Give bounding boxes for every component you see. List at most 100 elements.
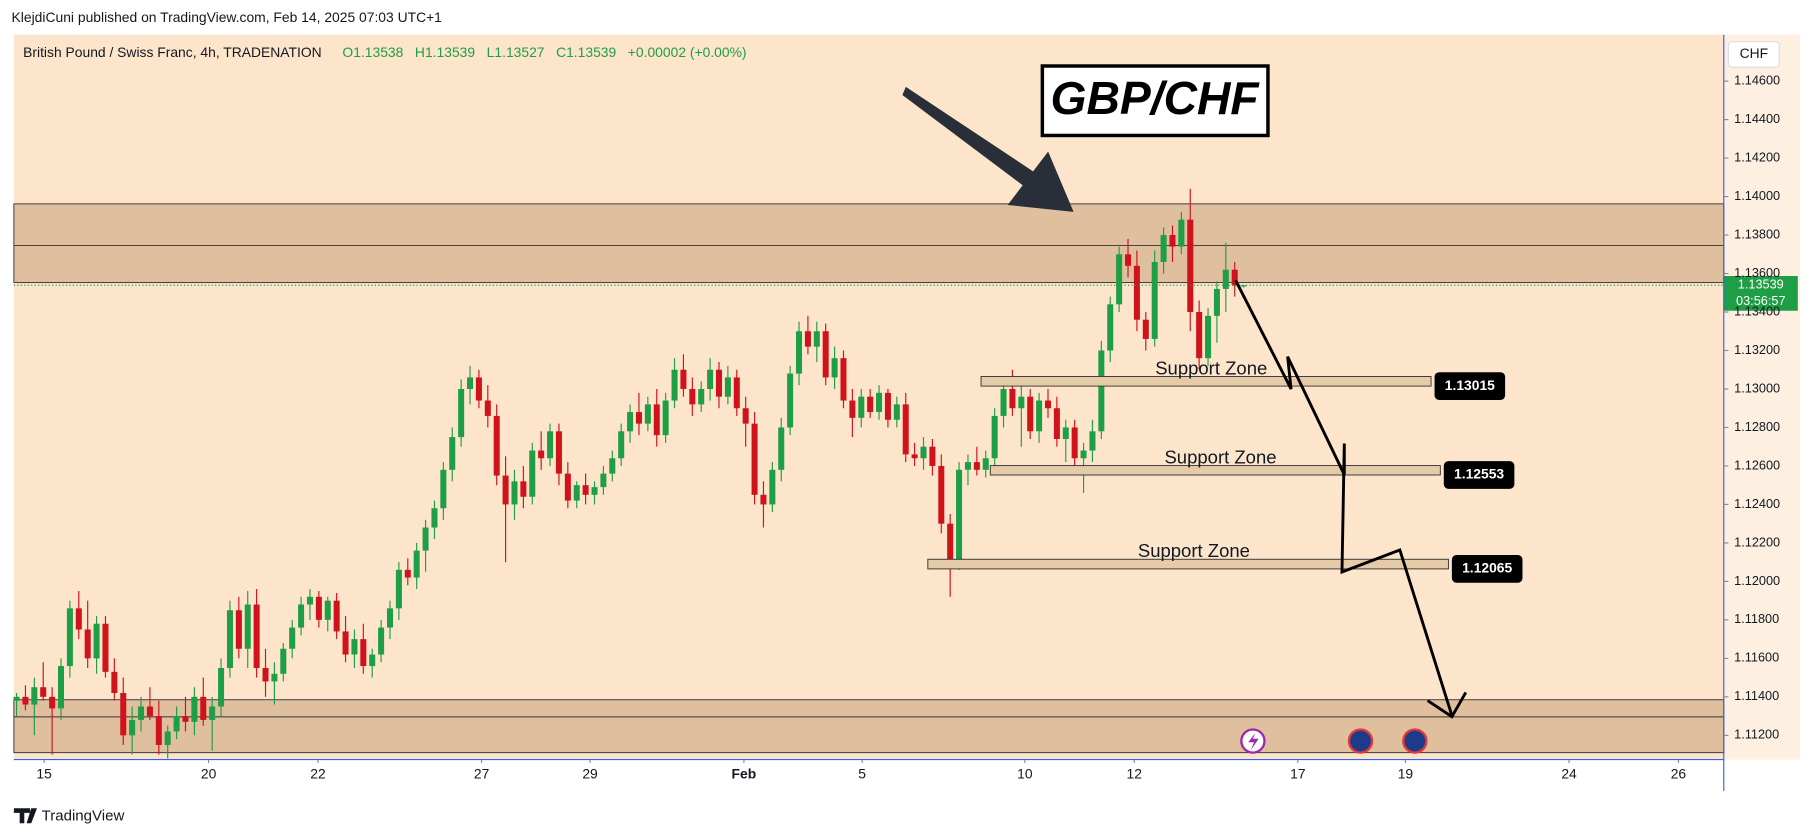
candle-body [1044, 400, 1051, 409]
candle-body [884, 392, 891, 420]
candle-body [653, 404, 660, 436]
y-tick-label: 1.11200 [1734, 727, 1779, 742]
y-tick-label: 1.11600 [1734, 650, 1779, 665]
candle-body [1187, 219, 1194, 313]
candle-body [173, 716, 180, 732]
candle-body [1151, 261, 1158, 339]
candle-body [600, 473, 607, 488]
brand-name: TradingView [42, 807, 125, 824]
overlay: Support Zone 1.13015 Support Zone 1.12553 Su… [13, 276, 1798, 583]
candle-body [511, 481, 518, 505]
pointer-arrow [902, 86, 1074, 212]
candle-body [129, 719, 136, 736]
y-tick-label: 1.13800 [1734, 226, 1780, 241]
candle-body [200, 696, 207, 720]
candle-body [493, 415, 500, 476]
countdown: 03:56:57 [1736, 293, 1785, 308]
uk-event-icon[interactable] [1402, 728, 1428, 754]
candle-body [440, 469, 447, 509]
candle-body [31, 687, 38, 705]
currency-label: CHF [1740, 45, 1769, 61]
candle-body [502, 475, 509, 505]
candle-body [813, 331, 820, 347]
candle-body [146, 706, 153, 717]
candle-body [840, 358, 847, 401]
y-tick-label: 1.14600 [1734, 72, 1780, 87]
projection-arrowhead [1426, 691, 1468, 719]
candle-body [804, 331, 811, 347]
candle-body [120, 693, 127, 736]
candle-body [831, 358, 838, 378]
candle-body [93, 623, 100, 659]
candle-body [920, 446, 927, 459]
candle-body [635, 412, 642, 424]
candle-body [467, 377, 474, 389]
y-tick-label: 1.13400 [1734, 303, 1780, 318]
candle-body [342, 631, 349, 655]
candle-body [360, 639, 367, 667]
candle-body [218, 667, 225, 707]
projection-path [1234, 279, 1454, 717]
candle-body [1036, 400, 1043, 432]
uk-event-icon[interactable] [1347, 728, 1374, 754]
candle-body [893, 404, 900, 420]
candle-body [253, 604, 260, 668]
candle-body [1071, 427, 1078, 459]
ohlc-value: +0.00002 (+0.00%) [628, 44, 747, 60]
candle-body [609, 458, 616, 474]
candle-body [1053, 408, 1060, 440]
support-zone [980, 376, 1432, 387]
candle-body [413, 550, 420, 578]
candle-body [778, 427, 785, 470]
candle-body [1178, 219, 1185, 247]
brand-logo [13, 808, 38, 824]
candle-body [947, 523, 954, 563]
support-zone-label: Support Zone [1155, 357, 1267, 378]
candle-body [911, 454, 918, 459]
x-tick-label: 10 [1017, 765, 1033, 781]
candle-body [333, 600, 340, 632]
y-tick-label: 1.13000 [1734, 380, 1780, 395]
support-value: 1.12553 [1454, 466, 1504, 482]
support-value-box [1434, 372, 1506, 400]
event-icon-bolt [1248, 732, 1259, 751]
x-tick-label: 19 [1398, 765, 1414, 781]
candle-body [40, 687, 47, 697]
candle-body [964, 462, 971, 470]
x-tick-label: 15 [36, 765, 52, 781]
candle-body [226, 610, 233, 668]
y-tick-label: 1.14400 [1734, 111, 1780, 126]
x-tick-label: 12 [1127, 765, 1143, 781]
support-zone-label: Support Zone [1138, 540, 1250, 561]
candle-body [689, 388, 696, 405]
candle-body [209, 706, 216, 720]
x-tick-label: 26 [1671, 765, 1687, 781]
x-tick-label: 29 [582, 765, 598, 781]
candle-body [760, 494, 767, 505]
candle-body [1231, 269, 1238, 286]
candle-body [715, 369, 723, 397]
candle-body [1160, 235, 1167, 262]
current-price-box [1723, 276, 1798, 311]
candle-body [271, 673, 278, 682]
candle-body [1133, 265, 1140, 320]
candle-body [386, 608, 394, 628]
y-tick-label: 1.13200 [1734, 342, 1780, 357]
candle-body [662, 400, 669, 436]
candle-body [164, 731, 171, 745]
candle-body [1018, 396, 1025, 409]
candle-body [1062, 427, 1069, 440]
candle-body [1009, 388, 1016, 409]
candle-body [876, 392, 883, 413]
candle-body [191, 696, 198, 722]
y-tick-label: 1.12800 [1734, 419, 1780, 434]
candles [13, 188, 1247, 759]
candle-body [351, 639, 358, 655]
candle-body [262, 667, 269, 682]
candle-body [618, 431, 625, 459]
candle-body [751, 423, 758, 495]
candle-body [1000, 388, 1007, 416]
x-tick-label: 24 [1561, 765, 1577, 781]
candle-body [787, 373, 794, 428]
support-value-box [1443, 461, 1515, 489]
